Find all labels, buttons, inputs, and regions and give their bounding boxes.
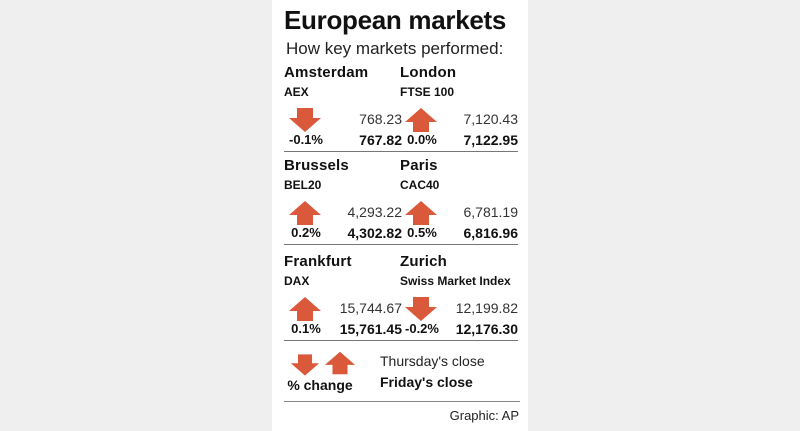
cell-divider <box>284 151 402 152</box>
graphic-credit: Graphic: AP <box>449 408 519 423</box>
up-arrow-shape <box>289 201 321 225</box>
market-cell-brussels: Brussels BEL20 0.2% 4,293.22 4,302.82 <box>284 157 402 249</box>
market-cell-london: London FTSE 100 0.0% 7,120.43 7,122.95 <box>400 64 518 156</box>
market-index-name: Swiss Market Index <box>400 274 511 288</box>
up-arrow-shape <box>289 297 321 321</box>
cell-divider <box>284 340 402 341</box>
market-cell-paris: Paris CAC40 0.5% 6,781.19 6,816.96 <box>400 157 518 249</box>
market-thursday-close: 7,120.43 <box>463 111 519 127</box>
market-thursday-close: 768.23 <box>359 111 402 127</box>
market-index-name: CAC40 <box>400 178 440 192</box>
market-percent-change: 0.0% <box>407 132 437 147</box>
down-arrow-shape <box>405 297 437 321</box>
markets-graphic-panel: European markets How key markets perform… <box>272 0 528 431</box>
market-thursday-close: 4,293.22 <box>347 204 403 220</box>
legend-friday-label: Friday's close <box>380 374 473 390</box>
market-index-name: BEL20 <box>284 178 322 192</box>
cell-divider <box>284 244 402 245</box>
up-arrow-icon <box>289 201 321 225</box>
footer-divider <box>284 401 520 402</box>
market-city: Paris <box>400 157 438 174</box>
cell-divider <box>400 244 518 245</box>
market-percent-change: -0.1% <box>289 132 323 147</box>
market-percent-change: 0.1% <box>291 321 321 336</box>
market-city: Amsterdam <box>284 64 369 81</box>
market-percent-change: -0.2% <box>405 321 439 336</box>
graphic-title: European markets <box>284 5 507 35</box>
down-arrow-shape <box>289 108 321 132</box>
market-friday-close: 7,122.95 <box>463 132 519 148</box>
market-index-name: DAX <box>284 274 310 288</box>
up-arrow-icon <box>405 201 437 225</box>
down-arrow-icon <box>405 297 437 321</box>
market-cell-frankfurt: Frankfurt DAX 0.1% 15,744.67 15,761.45 <box>284 253 402 345</box>
graphic-subtitle: How key markets performed: <box>286 39 504 58</box>
up-arrow-icon <box>405 108 437 132</box>
market-index-name: FTSE 100 <box>400 85 455 99</box>
market-friday-close: 767.82 <box>359 132 402 148</box>
legend-percent-change-label: % change <box>287 377 353 393</box>
market-city: Zurich <box>400 253 448 270</box>
down-arrow-icon <box>289 108 321 132</box>
legend: % change Thursday's close Friday's close <box>284 347 520 397</box>
market-thursday-close: 15,744.67 <box>339 300 402 316</box>
up-arrow-icon <box>324 351 356 375</box>
market-city: London <box>400 64 457 81</box>
market-thursday-close: 12,199.82 <box>455 300 518 316</box>
up-arrow-icon <box>289 297 321 321</box>
market-city: Frankfurt <box>284 253 352 270</box>
up-arrow-shape <box>405 201 437 225</box>
market-cell-zurich: Zurich Swiss Market Index -0.2% 12,199.8… <box>400 253 518 345</box>
market-friday-close: 15,761.45 <box>339 321 402 337</box>
market-percent-change: 0.5% <box>407 225 437 240</box>
market-index-name: AEX <box>284 85 309 99</box>
market-friday-close: 12,176.30 <box>455 321 518 337</box>
market-friday-close: 6,816.96 <box>463 225 519 241</box>
market-city: Brussels <box>284 157 349 174</box>
market-percent-change: 0.2% <box>291 225 321 240</box>
legend-thursday-label: Thursday's close <box>380 353 485 369</box>
market-cell-amsterdam: Amsterdam AEX -0.1% 768.23 767.82 <box>284 64 402 156</box>
up-arrow-shape <box>405 108 437 132</box>
cell-divider <box>400 151 518 152</box>
cell-divider <box>400 340 518 341</box>
market-thursday-close: 6,781.19 <box>463 204 519 220</box>
down-arrow-icon <box>290 354 320 376</box>
market-friday-close: 4,302.82 <box>347 225 403 241</box>
